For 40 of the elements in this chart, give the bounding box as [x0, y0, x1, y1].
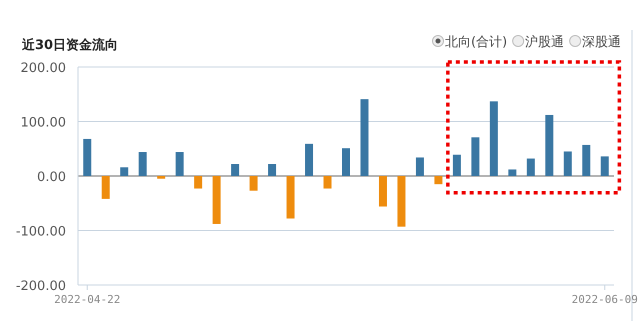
bar	[194, 176, 202, 189]
bar	[545, 114, 554, 176]
bar	[416, 157, 424, 176]
bar	[600, 156, 609, 176]
bar	[120, 167, 128, 176]
bar	[342, 148, 350, 176]
bar	[490, 101, 498, 176]
bar	[526, 158, 535, 176]
bar	[324, 176, 332, 189]
bar	[397, 176, 406, 227]
bar	[434, 176, 442, 184]
bar	[582, 144, 590, 176]
bar	[378, 176, 387, 207]
y-tick-label: 200.00	[20, 61, 66, 76]
bar	[305, 144, 314, 176]
chart-title: 近30日资金流向	[21, 37, 118, 53]
bar	[508, 169, 516, 176]
text: 沪股通	[525, 34, 564, 50]
y-tick-label: 0.00	[37, 170, 66, 185]
bar	[138, 152, 147, 176]
y-tick-label: -200.00	[16, 279, 66, 294]
bar	[231, 164, 240, 176]
y-tick-label: 100.00	[20, 116, 66, 130]
bar	[176, 152, 184, 176]
bar	[564, 151, 572, 176]
bar	[250, 176, 258, 191]
y-tick-label: -100.00	[16, 224, 66, 240]
bar	[471, 137, 480, 176]
x-tick-label: 2022-06-09	[572, 293, 638, 306]
text: 北向(合计)	[445, 35, 508, 50]
text: 深股通	[582, 35, 622, 50]
bar	[102, 176, 110, 199]
bar	[360, 99, 368, 176]
bar	[212, 176, 221, 224]
bar	[268, 164, 276, 176]
bar	[83, 138, 92, 176]
bar	[452, 154, 461, 176]
bar	[286, 176, 295, 219]
bar	[157, 176, 166, 179]
x-tick-label: 2022-04-22	[54, 293, 120, 306]
